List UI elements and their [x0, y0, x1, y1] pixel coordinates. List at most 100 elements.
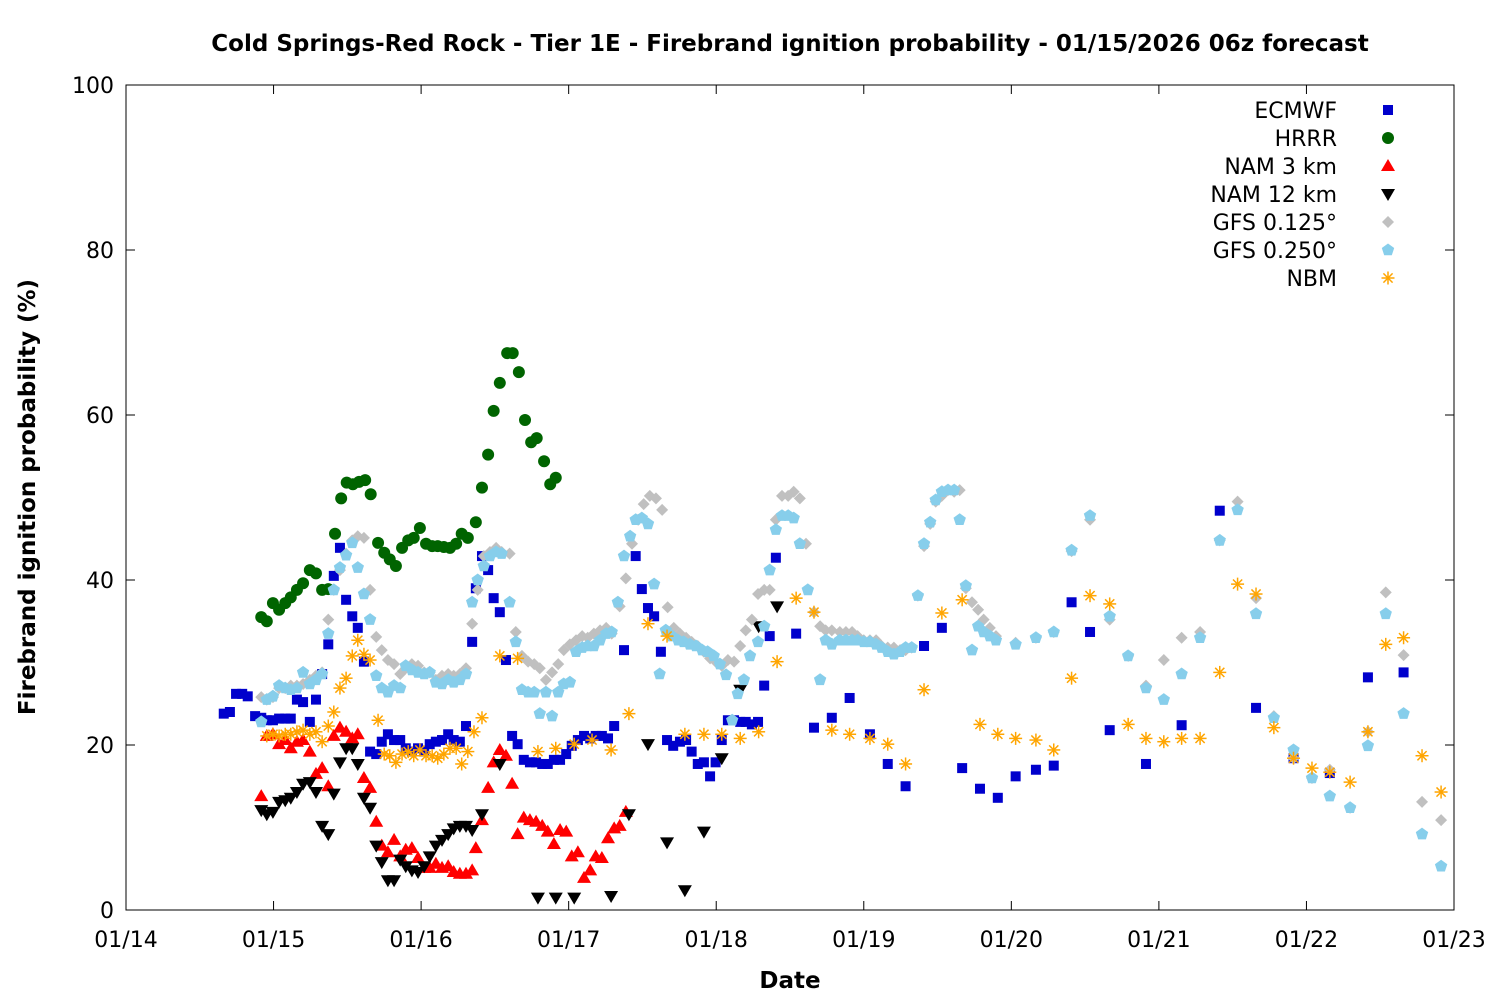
data-point [465, 863, 480, 876]
data-point [531, 745, 545, 759]
data-point [1416, 795, 1429, 808]
data-point [743, 649, 757, 662]
data-point [493, 376, 506, 389]
data-point [1397, 631, 1411, 645]
data-point [250, 711, 261, 722]
data-point [619, 645, 629, 656]
data-point [441, 829, 456, 842]
data-point [647, 577, 661, 590]
series-ecmwf [218, 505, 1409, 803]
data-point [498, 748, 513, 761]
y-tick-label: 0 [100, 899, 114, 924]
data-point [791, 628, 802, 639]
data-point [826, 712, 837, 723]
data-point [443, 729, 454, 740]
data-point [752, 725, 766, 739]
data-point [739, 624, 752, 637]
data-point [339, 724, 354, 737]
series-gfs-0-125- [255, 484, 1448, 827]
data-point [662, 735, 673, 746]
data-point [511, 651, 525, 665]
data-point [948, 483, 961, 496]
data-point [510, 827, 525, 840]
data-point [1140, 758, 1151, 769]
data-point [430, 736, 441, 747]
data-point [583, 863, 598, 876]
data-point [636, 584, 647, 595]
data-point [1249, 587, 1263, 601]
data-point [458, 866, 473, 879]
data-point [321, 779, 336, 792]
data-point [358, 656, 369, 667]
data-point [339, 671, 353, 685]
data-point [686, 746, 697, 757]
data-point [604, 890, 619, 903]
data-point [370, 630, 383, 643]
data-point [1009, 731, 1023, 745]
data-point [503, 595, 516, 608]
data-point [813, 673, 827, 686]
legend-label: NBM [1286, 267, 1337, 292]
data-point [899, 757, 913, 771]
data-point [621, 809, 636, 822]
data-point [577, 870, 592, 883]
data-point [466, 617, 479, 630]
legend-marker [1381, 243, 1395, 256]
data-point [341, 594, 352, 605]
data-point [549, 741, 563, 755]
data-point [475, 481, 488, 494]
data-point [793, 492, 806, 505]
data-point [844, 692, 855, 703]
data-point [656, 503, 669, 516]
x-tick-label: 01/14 [94, 928, 157, 953]
data-point [957, 763, 968, 774]
data-point [411, 867, 426, 880]
data-point [585, 733, 599, 747]
data-point [369, 814, 384, 827]
data-point [422, 860, 437, 873]
data-point [339, 548, 353, 561]
data-point [321, 719, 335, 733]
data-point [555, 754, 566, 765]
data-point [905, 641, 918, 653]
data-point [1104, 725, 1115, 736]
data-point [955, 593, 969, 607]
data-point [327, 583, 340, 596]
data-point [714, 753, 729, 766]
data-point [808, 722, 819, 733]
legend-label: ECMWF [1254, 99, 1337, 124]
data-point [505, 776, 520, 789]
data-point [509, 625, 522, 638]
axis-ticks: 0 20 40 60 80 100 01/14 01/15 01/16 01/17 01/18 01/… [72, 74, 1486, 953]
data-point [315, 820, 330, 833]
data-point [1287, 751, 1301, 765]
data-point [713, 657, 727, 670]
data-point [1267, 711, 1280, 723]
data-point [546, 837, 561, 849]
data-point [461, 745, 475, 759]
data-point [518, 754, 529, 765]
data-point [660, 629, 674, 643]
data-point [1435, 814, 1448, 827]
x-tick-label: 01/15 [242, 928, 305, 953]
data-point [974, 783, 985, 794]
data-point [807, 605, 821, 619]
data-point [609, 721, 620, 732]
data-point [641, 517, 655, 530]
data-point [734, 640, 747, 652]
data-point [1287, 743, 1300, 756]
x-tick-label: 01/21 [1127, 928, 1190, 953]
data-point [407, 531, 420, 544]
data-point [302, 744, 317, 757]
legend-label: NAM 3 km [1224, 155, 1337, 180]
data-point [919, 641, 930, 651]
data-point [552, 658, 565, 671]
data-point [991, 727, 1005, 741]
data-point [441, 859, 456, 872]
data-point [733, 731, 747, 745]
y-tick-label: 40 [86, 569, 114, 594]
data-point [357, 587, 371, 600]
data-point [356, 792, 371, 805]
data-point [763, 563, 776, 576]
data-point [524, 757, 535, 768]
